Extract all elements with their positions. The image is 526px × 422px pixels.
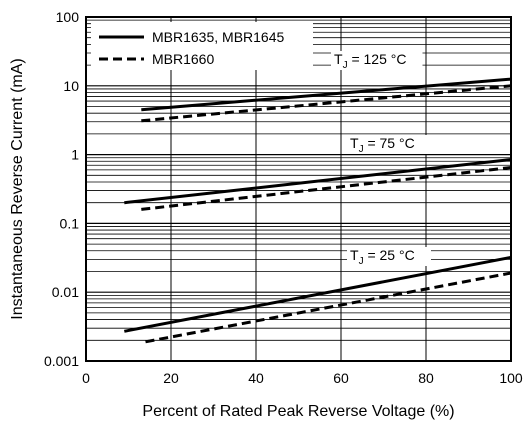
annotation-text: TJ = 75 °C [350, 135, 415, 155]
y-tick-label: 0.01 [52, 284, 79, 300]
annotation-background [347, 247, 431, 266]
temperature-annotations: TJ = 125 °C TJ = 75 °C TJ = 25 °C [331, 51, 431, 267]
temperature-annotation: TJ = 125 °C [331, 51, 423, 71]
legend-label: MBR1635, MBR1645 [152, 29, 285, 45]
y-tick-label: 100 [56, 9, 80, 25]
series-line-mbr1660-75c [141, 166, 512, 211]
x-tick-label: 60 [333, 370, 349, 386]
tick-labels: 0 20 40 60 80 100 0.001 0.01 0.1 1 10 100 [44, 9, 523, 386]
annotation-text: TJ = 25 °C [350, 247, 415, 267]
x-tick-label: 100 [499, 370, 523, 386]
x-tick-label: 20 [163, 370, 179, 386]
y-tick-label: 0.1 [60, 215, 80, 231]
plot-frame [85, 16, 512, 362]
series-line-mbr1635-1645-75c [124, 158, 512, 205]
series-line-mbr1660-125c [141, 84, 512, 123]
series-lines [124, 77, 512, 344]
annotation-background [347, 135, 431, 154]
x-tick-label: 40 [248, 370, 264, 386]
y-tick-label: 0.001 [44, 353, 79, 369]
legend-background [91, 22, 313, 70]
x-tick-label: 80 [418, 370, 434, 386]
y-axis-label: Instantaneous Reverse Current (mA) [9, 58, 26, 319]
y-tick-label: 1 [71, 147, 79, 163]
series-line-mbr1635-1645-25c [124, 255, 512, 333]
annotation-text: TJ = 125 °C [334, 51, 406, 71]
x-axis-label: Percent of Rated Peak Reverse Voltage (%… [142, 403, 454, 420]
legend: MBR1635, MBR1645 MBR1660 [91, 22, 313, 70]
annotation-background [331, 51, 423, 70]
temperature-annotation: TJ = 75 °C [347, 135, 431, 155]
x-tick-label: 0 [82, 370, 90, 386]
y-tick-label: 10 [63, 78, 79, 94]
series-line-mbr1660-25c [145, 271, 512, 344]
series-line-mbr1635-1645-125c [141, 77, 512, 112]
minor-gridlines [86, 19, 511, 341]
legend-label: MBR1660 [152, 51, 214, 67]
temperature-annotation: TJ = 25 °C [347, 247, 431, 267]
